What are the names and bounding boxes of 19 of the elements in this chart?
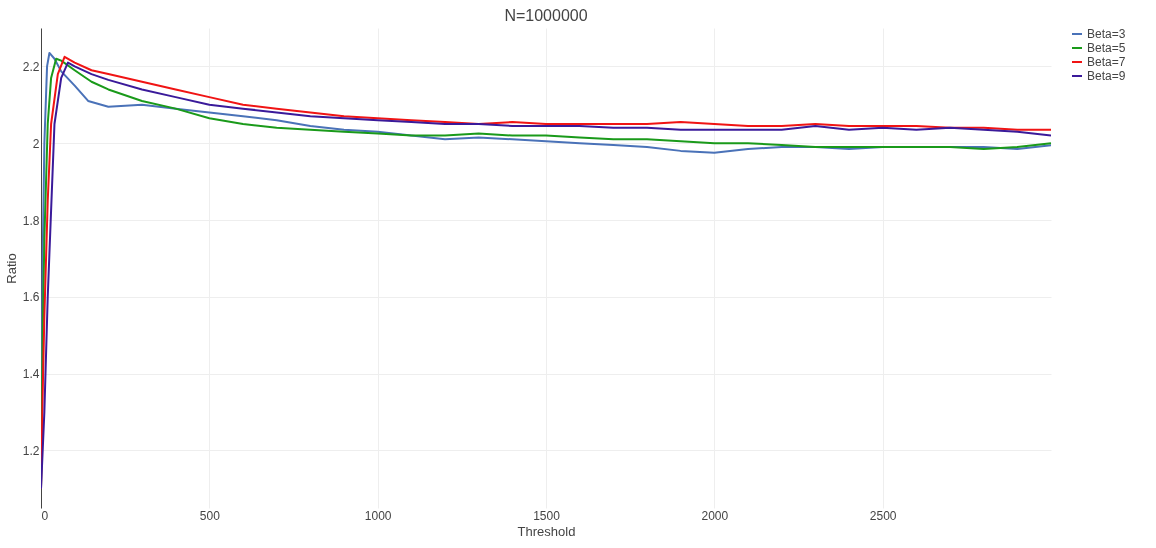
legend-label: Beta=9 bbox=[1087, 69, 1126, 83]
y-tick-label: 1.6 bbox=[22, 290, 40, 305]
x-tick-label: 1500 bbox=[533, 508, 561, 523]
x-tick-label: 2500 bbox=[869, 508, 897, 523]
x-axis-title: Threshold bbox=[517, 523, 576, 539]
y-tick-label: 1.4 bbox=[22, 367, 40, 382]
x-tick-label: 500 bbox=[199, 508, 221, 523]
x-tick-label: 0 bbox=[41, 508, 49, 523]
x-tick-label: 1000 bbox=[364, 508, 392, 523]
y-tick-label: 2.2 bbox=[22, 59, 40, 74]
y-tick-label: 1.2 bbox=[22, 443, 40, 458]
x-tick-label: 2000 bbox=[701, 508, 729, 523]
legend-label: Beta=7 bbox=[1087, 55, 1126, 69]
legend-label: Beta=5 bbox=[1087, 41, 1126, 55]
y-tick-label: 2 bbox=[32, 136, 40, 151]
legend-label: Beta=3 bbox=[1087, 27, 1126, 41]
y-axis-title: Ratio bbox=[3, 253, 19, 284]
y-tick-label: 1.8 bbox=[22, 213, 40, 228]
chart-title: N=1000000 bbox=[504, 7, 588, 24]
